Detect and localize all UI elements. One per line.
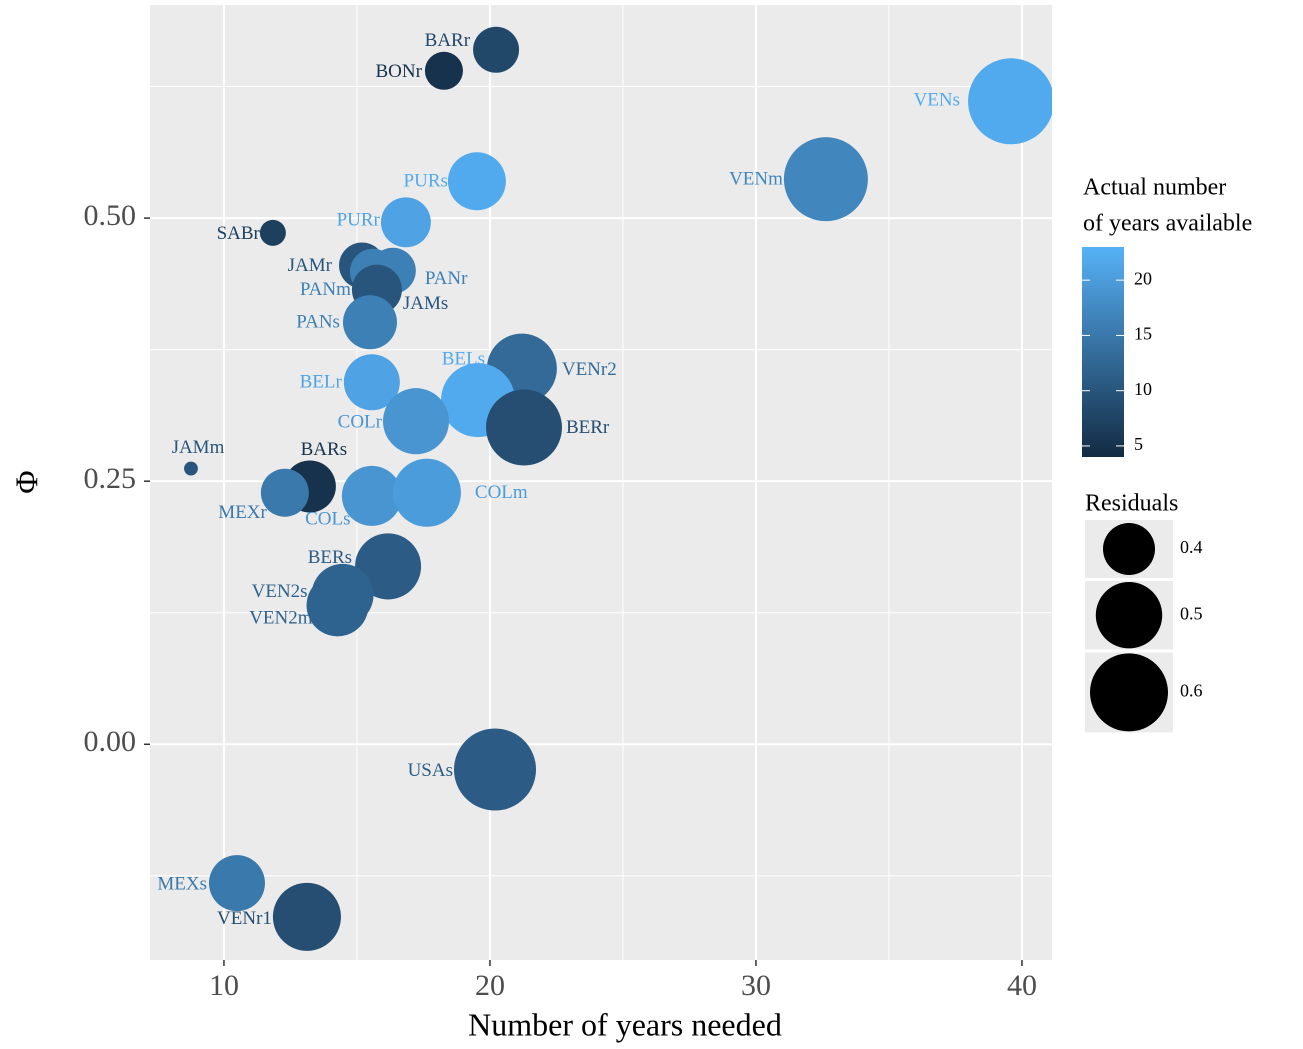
point-label: VEN2s (252, 581, 308, 602)
point-label: VENr1 (217, 908, 272, 929)
y-tick-label: 0.50 (84, 199, 137, 232)
bubble (453, 728, 537, 811)
x-axis-title: Number of years needed (468, 1006, 782, 1042)
point-label: COLr (338, 412, 383, 433)
legend-label: 0.6 (1180, 681, 1203, 701)
x-tick-label: 20 (475, 969, 505, 1002)
bubble (208, 855, 265, 912)
point-label: BONr (375, 61, 422, 82)
bubble (342, 295, 397, 350)
bubble (392, 458, 461, 527)
bubble (355, 533, 422, 600)
bubble (341, 465, 402, 526)
point-label: BERs (308, 547, 352, 568)
y-tick-label: 0.00 (84, 725, 137, 758)
point-label: BELs (442, 349, 485, 370)
legend-title: Residuals (1085, 491, 1178, 517)
bubble (272, 882, 341, 951)
colorbar (1082, 247, 1124, 457)
point-label: JAMr (288, 255, 333, 276)
x-tick-label: 10 (209, 969, 239, 1002)
point-label: VENr2 (562, 359, 617, 380)
bubble (306, 574, 369, 637)
legend-bubble (1102, 522, 1156, 576)
point-label: JAMm (172, 437, 225, 458)
point-label: PANm (300, 279, 351, 300)
bubble (486, 389, 562, 466)
bubble (783, 137, 868, 222)
points (184, 26, 1052, 951)
legend-label: 0.4 (1180, 537, 1203, 557)
x-tick-label: 30 (741, 969, 771, 1002)
bubble (343, 354, 400, 411)
point-label: BERr (566, 417, 610, 438)
colorbar-label: 5 (1134, 434, 1143, 454)
point-label: BARr (425, 30, 471, 51)
legend-label: 0.5 (1180, 603, 1203, 623)
legend-title: Actual number (1083, 175, 1226, 201)
point-label: SABr (217, 223, 261, 244)
legend-title: of years available (1083, 211, 1252, 237)
point-label: VENs (914, 90, 960, 111)
point-label: JAMs (403, 293, 448, 314)
legend-bubble (1095, 582, 1163, 649)
point-label: VENm (729, 169, 783, 190)
bubble (259, 219, 286, 246)
point-label: VEN2m (249, 608, 313, 629)
bubble (382, 388, 450, 455)
point-label: PURs (404, 171, 448, 192)
point-label: PANr (425, 268, 468, 289)
y-axis-title: Φ (8, 470, 44, 493)
point-label: PURr (337, 210, 381, 231)
bubble (260, 468, 309, 517)
legend-bubble (1089, 653, 1169, 732)
point-label: USAs (408, 760, 453, 781)
point-label: PANs (296, 312, 340, 333)
bubble (424, 51, 463, 90)
bubble (184, 461, 198, 476)
point-label: BELr (300, 372, 343, 393)
colorbar-label: 10 (1134, 379, 1152, 399)
point-label: MEXs (157, 874, 207, 895)
point-label: COLm (475, 482, 528, 503)
y-tick-label: 0.25 (84, 462, 137, 495)
colorbar-label: 20 (1134, 268, 1152, 288)
bubble (473, 26, 520, 73)
colorbar-label: 15 (1134, 324, 1152, 344)
point-label: MEXr (218, 502, 267, 523)
bubble (447, 152, 506, 211)
point-label: BARs (301, 439, 347, 460)
bubble (968, 58, 1052, 145)
bubble (380, 197, 431, 248)
x-tick-label: 40 (1007, 969, 1037, 1002)
point-label: COLs (305, 508, 350, 529)
